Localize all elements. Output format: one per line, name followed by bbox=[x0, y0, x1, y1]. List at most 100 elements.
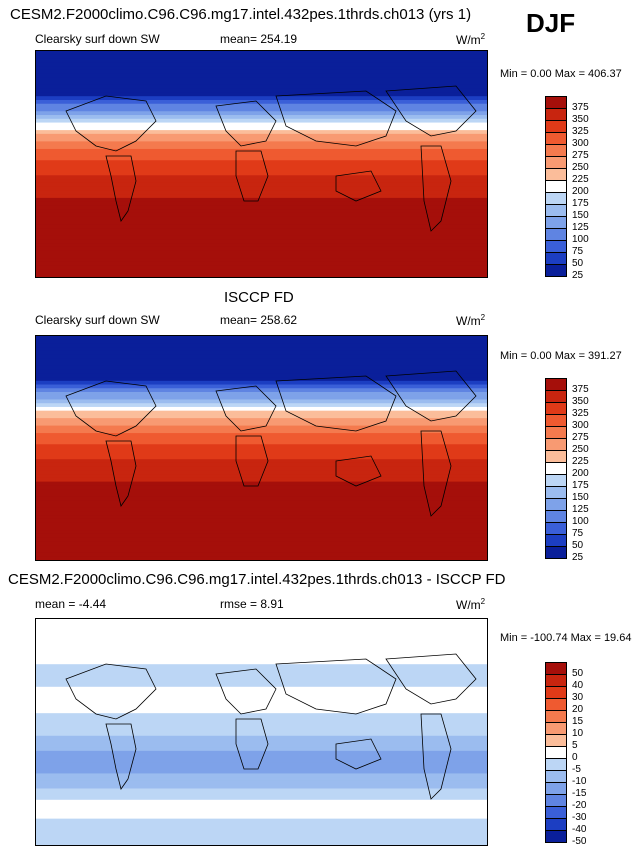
continent-outline bbox=[275, 375, 397, 432]
map-latitude-band bbox=[36, 414, 487, 419]
map-latitude-band bbox=[36, 829, 487, 835]
colorbar-tick-label: 325 bbox=[572, 126, 589, 137]
continent-outline bbox=[385, 370, 477, 422]
colorbar-tick-label: 50 bbox=[572, 540, 584, 551]
map-latitude-band bbox=[36, 148, 487, 154]
map-latitude-band bbox=[36, 515, 487, 520]
map-latitude-band bbox=[36, 377, 487, 382]
map-latitude-band bbox=[36, 671, 487, 677]
panel-3-minmax: Min = -100.74 Max = 19.64 bbox=[500, 632, 632, 644]
map-latitude-band bbox=[36, 522, 487, 527]
map-latitude-band bbox=[36, 350, 487, 356]
colorbar-tick-label: 350 bbox=[572, 396, 589, 407]
colorbar-tick-label: 225 bbox=[572, 174, 589, 185]
map-latitude-band bbox=[36, 686, 487, 692]
map-latitude-band bbox=[36, 392, 487, 397]
continent-outline bbox=[235, 435, 269, 487]
colorbar-tick-label: 125 bbox=[572, 504, 589, 515]
map-latitude-band bbox=[36, 164, 487, 169]
continent-outline bbox=[385, 653, 477, 705]
panel-1-units: W/m2 bbox=[456, 32, 486, 47]
map-latitude-band bbox=[36, 500, 487, 505]
map-latitude-band bbox=[36, 773, 487, 778]
map-latitude-band bbox=[36, 507, 487, 513]
map-latitude-band bbox=[36, 743, 487, 748]
season-label: DJF bbox=[526, 8, 576, 38]
map-latitude-band bbox=[36, 720, 487, 726]
map-latitude-band bbox=[36, 369, 487, 374]
panel-1-map-svg bbox=[36, 51, 487, 277]
map-latitude-band bbox=[36, 58, 487, 63]
map-latitude-band bbox=[36, 399, 487, 404]
continent-outline bbox=[335, 738, 382, 770]
map-latitude-band bbox=[36, 130, 487, 135]
map-latitude-band bbox=[36, 69, 487, 75]
map-latitude-band bbox=[36, 194, 487, 199]
panel-1-colorbar: 375 350 325 300 275 250 225 200 175 150 125 100 75 50… bbox=[545, 96, 615, 281]
map-latitude-band bbox=[36, 425, 487, 430]
continent-outline bbox=[420, 713, 452, 800]
map-latitude-band bbox=[36, 496, 487, 501]
map-latitude-band bbox=[36, 667, 487, 673]
continent-outline bbox=[235, 718, 269, 770]
continent-outline bbox=[105, 155, 137, 222]
continent-outline bbox=[420, 145, 452, 232]
map-latitude-band bbox=[36, 735, 487, 741]
continent-outline bbox=[420, 430, 452, 517]
map-latitude-band bbox=[36, 250, 487, 255]
map-latitude-band bbox=[36, 99, 487, 105]
map-latitude-band bbox=[36, 231, 487, 237]
colorbar-swatch bbox=[545, 264, 567, 277]
map-latitude-band bbox=[36, 705, 487, 710]
colorbar-tick-label: -50 bbox=[572, 836, 587, 847]
map-latitude-band bbox=[36, 186, 487, 191]
colorbar-tick-label: 50 bbox=[572, 668, 584, 679]
map-latitude-band bbox=[36, 103, 487, 109]
map-latitude-band bbox=[36, 365, 487, 371]
colorbar-tick-label: 250 bbox=[572, 162, 589, 173]
colorbar-tick-label: 200 bbox=[572, 186, 589, 197]
map-latitude-band bbox=[36, 630, 487, 635]
colorbar-tick-label: 225 bbox=[572, 456, 589, 467]
map-latitude-band bbox=[36, 133, 487, 139]
map-latitude-band bbox=[36, 81, 487, 86]
map-latitude-band bbox=[36, 750, 487, 756]
map-latitude-band bbox=[36, 224, 487, 229]
map-latitude-band bbox=[36, 137, 487, 142]
map-latitude-band bbox=[36, 343, 487, 348]
map-latitude-band bbox=[36, 552, 487, 557]
colorbar-tick-label: 200 bbox=[572, 468, 589, 479]
colorbar-tick-label: 375 bbox=[572, 102, 589, 113]
continent-outline bbox=[105, 440, 137, 507]
map-latitude-band bbox=[36, 683, 487, 688]
colorbar-tick-label: 175 bbox=[572, 480, 589, 491]
map-latitude-band bbox=[36, 701, 487, 707]
map-latitude-band bbox=[36, 660, 487, 665]
map-latitude-band bbox=[36, 690, 487, 695]
map-latitude-band bbox=[36, 406, 487, 412]
map-latitude-band bbox=[36, 88, 487, 94]
map-latitude-band bbox=[36, 656, 487, 662]
colorbar-tick-label: 275 bbox=[572, 432, 589, 443]
panel-2-mean: mean= 258.62 bbox=[220, 313, 298, 327]
panel-1-title: CESM2.F2000climo.C96.C96.mg17.intel.432p… bbox=[10, 6, 472, 23]
map-latitude-band bbox=[36, 201, 487, 207]
map-latitude-band bbox=[36, 777, 487, 782]
map-latitude-band bbox=[36, 403, 487, 408]
panel-2-title: ISCCP FD bbox=[224, 289, 294, 306]
map-latitude-band bbox=[36, 545, 487, 550]
map-latitude-band bbox=[36, 122, 487, 127]
colorbar-tick-label: 325 bbox=[572, 408, 589, 419]
panel-3-mean: mean = -4.44 bbox=[35, 597, 107, 611]
map-latitude-band bbox=[36, 641, 487, 646]
map-latitude-band bbox=[36, 788, 487, 793]
map-latitude-band bbox=[36, 380, 487, 386]
map-latitude-band bbox=[36, 235, 487, 240]
panel-1-minmax: Min = 0.00 Max = 406.37 bbox=[500, 68, 622, 80]
map-latitude-band bbox=[36, 354, 487, 359]
map-latitude-band bbox=[36, 537, 487, 542]
map-latitude-band bbox=[36, 807, 487, 812]
continent-outline bbox=[215, 385, 277, 432]
map-latitude-band bbox=[36, 205, 487, 210]
map-latitude-band bbox=[36, 197, 487, 203]
